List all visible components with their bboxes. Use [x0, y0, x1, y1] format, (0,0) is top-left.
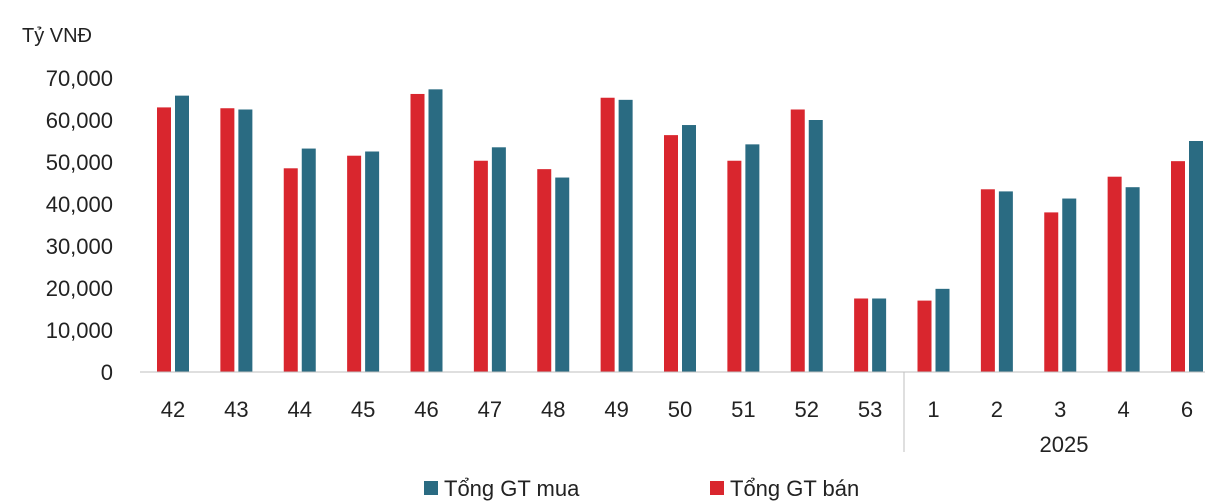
bars [157, 89, 1203, 373]
legend: Tổng GT mua Tổng GT bán [424, 476, 859, 501]
bar-buy [1062, 198, 1077, 372]
y-axis-ticks: 0 10,000 20,000 30,000 40,000 50,000 60,000 70,… [46, 66, 113, 385]
bar-buy [618, 99, 633, 372]
bar-buy [745, 144, 760, 372]
y-tick-label: 20,000 [46, 276, 113, 301]
x-tick-label: 3 [1054, 397, 1066, 422]
y-tick-label: 50,000 [46, 150, 113, 175]
x-tick-label: 48 [541, 397, 565, 422]
bar-buy [935, 288, 950, 372]
bar-sell [790, 109, 805, 372]
legend-label: Tổng GT mua [444, 476, 580, 501]
x-tick-label: 2 [991, 397, 1003, 422]
bar-sell [980, 189, 995, 372]
x-tick-label: 49 [604, 397, 628, 422]
bar-buy [301, 148, 316, 372]
bar-sell [664, 135, 678, 372]
bar-sell [727, 160, 742, 372]
x-tick-label: 42 [161, 397, 185, 422]
x-tick-label: 47 [478, 397, 502, 422]
bar-sell [854, 298, 869, 372]
x-tick-label: 53 [858, 397, 882, 422]
bar-buy [428, 89, 443, 372]
bar-sell [157, 107, 171, 373]
year-group-label: 2025 [1040, 432, 1089, 457]
x-tick-label: 52 [795, 397, 819, 422]
bar-buy [238, 109, 253, 372]
y-tick-label: 10,000 [46, 318, 113, 343]
y-tick-label: 40,000 [46, 192, 113, 217]
bar-sell [283, 168, 298, 372]
x-tick-label: 44 [288, 397, 312, 422]
bar-buy [808, 120, 823, 372]
bar-sell [917, 300, 932, 372]
bar-buy [1189, 141, 1203, 372]
bar-sell [410, 93, 425, 373]
y-axis-label: Tỷ VNĐ [22, 25, 92, 47]
bar-buy [872, 298, 887, 372]
x-tick-label: 6 [1181, 397, 1193, 422]
bar-sell [473, 160, 488, 372]
legend-swatch [424, 481, 438, 495]
bar-buy [365, 151, 380, 372]
legend-label: Tổng GT bán [730, 476, 859, 501]
bar-buy [1125, 187, 1140, 372]
legend-swatch [710, 481, 724, 495]
y-tick-label: 0 [101, 360, 113, 385]
bar-sell [220, 108, 235, 373]
x-tick-label: 45 [351, 397, 375, 422]
bar-buy [491, 147, 506, 372]
x-tick-label: 51 [731, 397, 755, 422]
bar-sell [1171, 161, 1185, 372]
bar-buy [175, 95, 189, 372]
x-tick-label: 43 [224, 397, 248, 422]
x-tick-label: 1 [927, 397, 939, 422]
bar-sell [1107, 176, 1122, 372]
bar-buy [555, 177, 570, 372]
x-tick-label: 46 [414, 397, 438, 422]
bar-sell [1044, 212, 1059, 372]
y-tick-label: 70,000 [46, 66, 113, 91]
y-tick-label: 60,000 [46, 108, 113, 133]
bar-buy [998, 191, 1013, 372]
bar-sell [347, 155, 362, 372]
x-tick-label: 4 [1118, 397, 1130, 422]
bar-sell [600, 97, 615, 373]
bar-buy [682, 125, 696, 372]
bar-sell [537, 169, 552, 372]
x-axis-ticks: 42 43 44 45 46 47 48 49 50 51 52 53 1 2 3 4 6 [161, 397, 1193, 422]
y-tick-label: 30,000 [46, 234, 113, 259]
x-tick-label: 50 [668, 397, 692, 422]
